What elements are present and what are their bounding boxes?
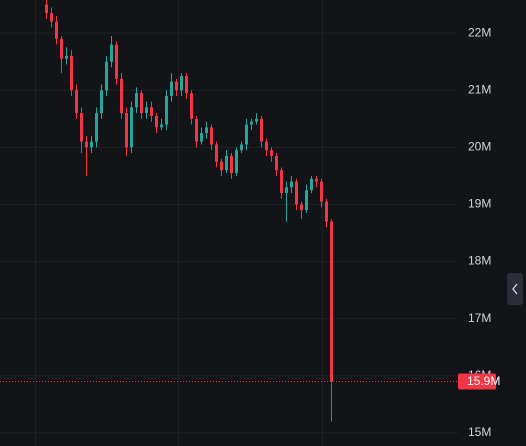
collapse-button[interactable] — [507, 273, 523, 305]
candle-body — [190, 93, 193, 119]
candle-body — [315, 178, 318, 182]
candle-body — [170, 81, 173, 96]
candle-body — [180, 75, 183, 91]
collapse-button-bg[interactable] — [507, 273, 523, 305]
candle-body — [55, 21, 58, 39]
candle-body — [305, 190, 308, 211]
candle-body — [185, 75, 188, 94]
candle-body — [95, 113, 98, 142]
y-tick-label: 18M — [468, 254, 491, 268]
candle-body — [235, 150, 238, 174]
candle-body — [90, 141, 93, 148]
candle-body — [225, 155, 228, 171]
last-price-box — [458, 373, 496, 390]
candle-body — [240, 144, 243, 151]
candle-body — [285, 187, 288, 194]
candle-body — [50, 13, 53, 22]
candle-body — [80, 113, 83, 142]
candle-body — [120, 78, 123, 114]
candle-body — [105, 61, 108, 91]
candle-body — [140, 93, 143, 114]
candle-body — [165, 95, 168, 125]
candle-body — [110, 44, 113, 62]
collapse-icon[interactable] — [512, 283, 518, 295]
candle-body — [200, 133, 203, 142]
candle-body — [150, 107, 153, 116]
candle-body — [210, 127, 213, 145]
y-tick-label: 19M — [468, 197, 491, 211]
candle-body — [290, 181, 293, 188]
last-price-label: 15.9M — [467, 374, 500, 388]
candle-body — [70, 55, 73, 91]
candle-body — [160, 124, 163, 128]
candle-body — [205, 127, 208, 134]
candle-body — [280, 170, 283, 194]
candle-body — [325, 201, 328, 222]
candle-body — [245, 124, 248, 145]
candle-body — [125, 113, 128, 148]
candle-body — [260, 118, 263, 142]
candle-body — [295, 181, 298, 205]
candle-body — [155, 115, 158, 128]
candle-body — [115, 44, 118, 79]
y-tick-label: 17M — [468, 311, 491, 325]
candle-body — [60, 38, 63, 59]
candle-body — [270, 150, 273, 156]
candle-body — [135, 93, 138, 108]
candle-body — [330, 221, 333, 382]
candle-body — [145, 107, 148, 114]
candle-body — [265, 141, 268, 151]
candle-body — [65, 55, 68, 59]
candle-body — [255, 118, 258, 122]
candle-body — [230, 155, 233, 174]
candle-body — [310, 178, 313, 191]
candle-body — [175, 81, 178, 91]
candle-body — [250, 121, 253, 125]
candle-body — [215, 144, 218, 162]
candle-body — [85, 141, 88, 148]
y-tick-label: 22M — [468, 25, 491, 39]
candle-body — [220, 161, 223, 171]
candle-body — [45, 4, 48, 14]
candle-body — [75, 90, 78, 114]
y-tick-label: 21M — [468, 82, 491, 96]
candle-body — [130, 107, 133, 148]
candle-body — [300, 204, 303, 211]
candle-body — [320, 181, 323, 202]
candle-body — [195, 118, 198, 142]
y-tick-label: 15M — [468, 425, 491, 439]
candle-body — [100, 90, 103, 114]
y-tick-label: 20M — [468, 140, 491, 154]
candle-body — [275, 155, 278, 171]
